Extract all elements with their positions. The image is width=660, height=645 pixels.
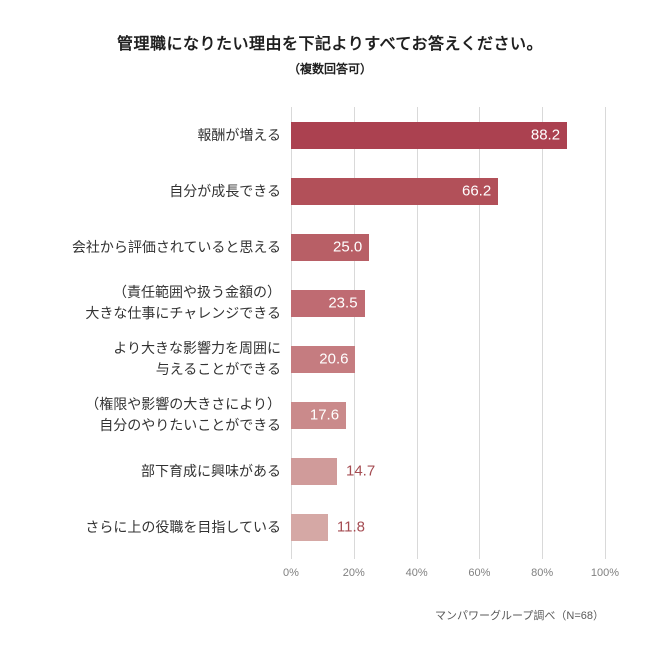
- bar: 17.6: [291, 401, 347, 429]
- bar: 23.5: [291, 289, 365, 317]
- category-label: さらに上の役職を目指している: [85, 518, 281, 535]
- value-label: 23.5: [328, 294, 358, 312]
- value-label: 66.2: [462, 182, 492, 200]
- gridline: [416, 107, 418, 559]
- chart-row: 部下育成に興味がある 14.7: [0, 443, 660, 499]
- gridlines: [291, 107, 606, 559]
- chart-row: 自分が成長できる 66.2: [0, 163, 660, 219]
- x-tick-label: 0%: [283, 567, 299, 579]
- chart-row: 会社から評価されていると思える 25.0: [0, 219, 660, 275]
- bar-track: 17.6: [291, 401, 604, 429]
- value-label: 17.6: [309, 406, 340, 424]
- x-tick-label: 40%: [405, 567, 428, 579]
- gridline: [291, 107, 292, 559]
- x-tick-label: 20%: [342, 567, 365, 579]
- x-axis: 0% 20% 40% 60% 80% 100%: [283, 567, 619, 583]
- value-label: 11.8: [336, 518, 366, 536]
- gridline: [353, 107, 355, 559]
- chart-title: 管理職になりたい理由を下記よりすべてお答えください。: [117, 36, 543, 53]
- bar: 66.2: [291, 177, 499, 205]
- category-label: 報酬が増える: [197, 126, 281, 143]
- bar: 25.0: [291, 233, 370, 261]
- gridline: [479, 107, 481, 559]
- chart-row: さらに上の役職を目指している 11.8: [0, 499, 660, 555]
- category-label: （責任範囲や扱う金額の） 大きな仕事にチャレンジできる: [85, 284, 281, 321]
- x-tick-label: 80%: [531, 567, 554, 579]
- value-label: 20.6: [319, 350, 349, 368]
- bar: 20.6: [291, 345, 356, 373]
- chart-row: より大きな影響力を周囲に 与えることができる 20.6: [0, 331, 660, 387]
- bar-track: 20.6: [291, 345, 604, 373]
- bar-chart: 報酬が増える 88.2 自分が成長できる 66.2 会社から評価されていると思える 25.…: [0, 107, 660, 585]
- bar: 11.8: [291, 513, 365, 541]
- value-label: 88.2: [530, 126, 561, 144]
- category-label: より大きな影響力を周囲に 与えることができる: [113, 340, 281, 377]
- bar-track: 23.5: [291, 289, 604, 317]
- gridline: [605, 107, 606, 559]
- bar-track: 25.0: [291, 233, 604, 261]
- chart-row: （権限や影響の大きさにより） 自分のやりたいことができる 17.6: [0, 387, 660, 443]
- value-label: 14.7: [346, 462, 376, 480]
- category-label: （権限や影響の大きさにより） 自分のやりたいことができる: [85, 396, 281, 433]
- bar-track: 14.7: [291, 457, 604, 485]
- chart-subtitle: （複数回答可）: [287, 62, 372, 76]
- chart-rows: 報酬が増える 88.2 自分が成長できる 66.2 会社から評価されていると思える 25.…: [0, 107, 660, 555]
- bar: 88.2: [291, 121, 568, 149]
- bar-track: 88.2: [291, 121, 604, 149]
- gridline: [542, 107, 544, 559]
- source-note: マンパワーグループ調べ（N=68）: [435, 610, 604, 622]
- x-tick-label: 60%: [468, 567, 491, 579]
- bar-track: 11.8: [291, 513, 604, 541]
- x-tick-label: 100%: [590, 567, 620, 579]
- category-label: 部下育成に興味がある: [141, 462, 281, 479]
- chart-row: （責任範囲や扱う金額の） 大きな仕事にチャレンジできる 23.5: [0, 275, 660, 331]
- bar-track: 66.2: [291, 177, 604, 205]
- value-label: 25.0: [333, 238, 363, 256]
- bar: 14.7: [291, 457, 375, 485]
- category-label: 自分が成長できる: [169, 182, 281, 199]
- category-label: 会社から評価されていると思える: [71, 238, 281, 255]
- chart-row: 報酬が増える 88.2: [0, 107, 660, 163]
